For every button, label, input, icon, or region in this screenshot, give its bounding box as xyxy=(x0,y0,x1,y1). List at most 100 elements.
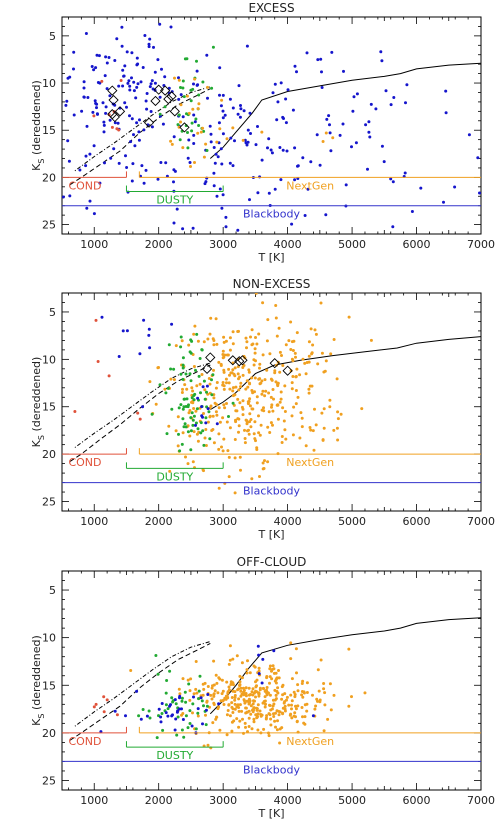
data-point xyxy=(279,390,283,394)
diamond-marker xyxy=(234,356,245,367)
data-point xyxy=(258,382,262,386)
region-label: DUSTY xyxy=(156,749,193,762)
data-point xyxy=(99,730,103,734)
data-point xyxy=(321,438,325,442)
data-point xyxy=(265,339,269,343)
panel-off-cloud: OFF-CLOUD 1000 2000 3000 4000 5000 6000 7000 5 10… xyxy=(30,555,495,820)
data-point xyxy=(329,352,333,356)
data-point xyxy=(190,339,194,343)
data-point xyxy=(208,124,212,128)
data-point xyxy=(197,124,201,127)
data-point xyxy=(255,678,259,682)
data-point xyxy=(136,62,140,66)
data-point xyxy=(252,706,256,710)
data-point xyxy=(82,86,86,90)
data-point xyxy=(196,427,200,431)
data-point xyxy=(186,156,190,160)
data-point xyxy=(192,82,195,86)
data-point xyxy=(314,423,318,427)
data-point xyxy=(201,468,205,472)
data-point xyxy=(98,181,102,185)
data-point xyxy=(191,711,194,715)
data-point xyxy=(138,417,142,421)
data-point xyxy=(190,396,194,400)
data-point xyxy=(221,193,225,197)
data-point xyxy=(102,695,106,699)
data-point xyxy=(205,390,208,394)
data-point xyxy=(231,389,235,393)
data-point xyxy=(391,225,395,229)
data-point xyxy=(245,44,249,48)
y-tick-label: 10 xyxy=(42,77,56,90)
data-point xyxy=(276,452,280,456)
data-point xyxy=(96,360,100,363)
data-point xyxy=(192,695,195,699)
data-point xyxy=(293,146,297,150)
data-point xyxy=(230,696,234,699)
data-point xyxy=(65,99,69,103)
data-point xyxy=(138,352,142,356)
x-axis-label: T [K] xyxy=(257,251,284,264)
data-point xyxy=(278,370,282,374)
data-point xyxy=(275,728,279,732)
data-point xyxy=(62,195,65,199)
y-axis-label-sub: S xyxy=(37,435,46,440)
data-point xyxy=(215,140,219,144)
data-point xyxy=(271,704,275,708)
data-point xyxy=(311,714,315,718)
data-point xyxy=(467,133,471,137)
data-point xyxy=(231,401,235,405)
data-point xyxy=(269,148,273,152)
data-point xyxy=(237,424,241,428)
data-point xyxy=(212,396,216,400)
data-point xyxy=(313,328,317,332)
data-point xyxy=(176,123,180,127)
data-point xyxy=(265,368,269,372)
data-point xyxy=(206,96,209,100)
data-point xyxy=(241,413,245,417)
data-point xyxy=(180,442,184,446)
data-point xyxy=(301,357,305,361)
data-point xyxy=(205,149,209,152)
data-point xyxy=(298,373,302,377)
data-point xyxy=(157,707,161,711)
data-point xyxy=(212,146,216,149)
data-point xyxy=(246,385,250,389)
data-point xyxy=(228,658,232,662)
data-point xyxy=(201,682,205,686)
data-point xyxy=(104,111,108,115)
data-point xyxy=(197,697,200,701)
data-point xyxy=(316,58,320,62)
data-point xyxy=(212,368,215,372)
data-point xyxy=(275,334,279,338)
data-point xyxy=(178,694,182,698)
data-point xyxy=(178,138,182,142)
data-point xyxy=(97,54,101,58)
data-point xyxy=(237,84,241,88)
data-point xyxy=(180,728,184,732)
data-point xyxy=(226,709,230,712)
data-point xyxy=(309,428,313,432)
data-point xyxy=(296,683,300,687)
data-point xyxy=(241,366,245,369)
data-point xyxy=(115,713,119,717)
y-tick-label: 25 xyxy=(42,219,56,232)
data-point xyxy=(189,99,193,103)
dusty-isochrone-line xyxy=(74,641,211,727)
data-point xyxy=(215,194,219,198)
data-point xyxy=(183,397,187,401)
y-tick-label: 15 xyxy=(42,679,56,692)
data-point xyxy=(137,130,141,134)
data-point xyxy=(321,140,325,144)
data-point xyxy=(184,700,188,704)
data-point xyxy=(192,414,196,418)
data-point xyxy=(250,343,254,347)
data-point xyxy=(228,348,232,352)
data-point xyxy=(300,693,304,697)
data-point xyxy=(190,411,194,415)
data-point xyxy=(289,693,293,697)
diamond-marker xyxy=(143,117,155,128)
data-point xyxy=(166,714,170,718)
data-point xyxy=(253,376,257,380)
